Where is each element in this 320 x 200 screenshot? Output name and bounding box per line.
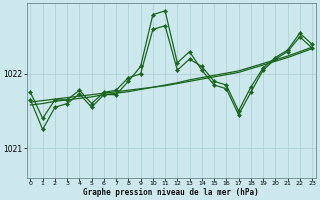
X-axis label: Graphe pression niveau de la mer (hPa): Graphe pression niveau de la mer (hPa) — [83, 188, 259, 197]
